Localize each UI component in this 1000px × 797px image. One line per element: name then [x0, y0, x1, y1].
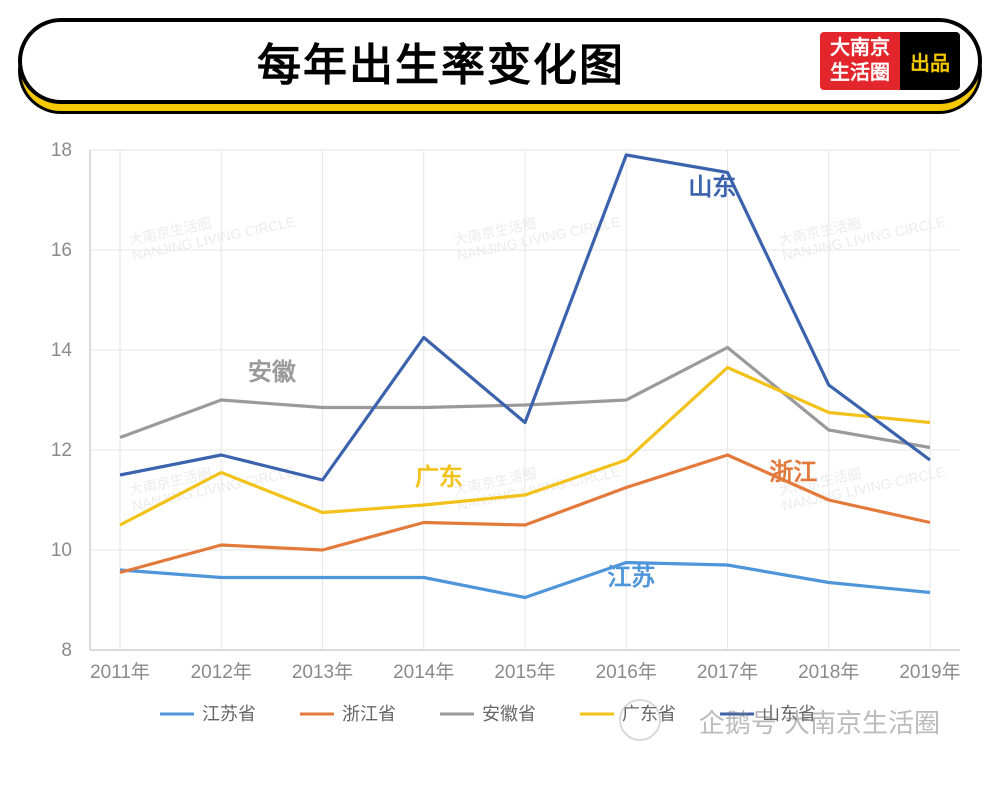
page-title: 每年出生率变化图 [62, 29, 820, 93]
x-tick-label: 2014年 [393, 661, 454, 683]
watermark-stamp: 大南京生活圈NANJING LIVING CIRCLE [127, 198, 296, 264]
series-label-guangdong: 广东 [415, 463, 463, 491]
legend-label: 江苏省 [202, 704, 256, 724]
x-tick-label: 2011年 [90, 661, 150, 683]
watermark-stamp: 大南京生活圈NANJING LIVING CIRCLE [777, 198, 946, 264]
badge-black: 出品 [900, 32, 960, 90]
series-label-zhejiang: 浙江 [769, 459, 817, 486]
watermark-stamp: 大南京生活圈NANJING LIVING CIRCLE [452, 448, 621, 514]
x-tick-label: 2017年 [697, 661, 758, 683]
series-label-shandong: 山东 [688, 173, 736, 201]
publisher-badge: 大南京 生活圈 出品 [820, 32, 960, 90]
y-tick-label: 10 [51, 540, 72, 561]
x-tick-label: 2019年 [899, 661, 960, 683]
header: 每年出生率变化图 大南京 生活圈 出品 [18, 18, 982, 104]
y-tick-label: 8 [61, 640, 72, 661]
x-tick-label: 2016年 [596, 661, 657, 683]
badge-red: 大南京 生活圈 [820, 32, 900, 90]
x-tick-label: 2012年 [191, 661, 252, 683]
badge-red-line1: 大南京 [830, 36, 890, 61]
x-tick-label: 2013年 [292, 661, 353, 683]
y-tick-label: 12 [51, 440, 72, 461]
y-tick-label: 16 [51, 240, 72, 261]
y-tick-label: 18 [51, 140, 72, 161]
header-bar: 每年出生率变化图 大南京 生活圈 出品 [18, 18, 982, 104]
badge-red-line2: 生活圈 [830, 61, 890, 86]
x-tick-label: 2015年 [494, 661, 555, 683]
series-label-anhui: 安徽 [248, 358, 297, 386]
y-tick-label: 14 [51, 340, 73, 361]
legend-label: 广东省 [622, 704, 676, 724]
birthrate-chart: 大南京生活圈NANJING LIVING CIRCLE 大南京生活圈NANJING… [0, 130, 1000, 750]
series-label-jiangsu: 江苏 [607, 564, 655, 591]
x-tick-label: 2018年 [798, 661, 859, 683]
footer-watermark: 企鹅号 大南京生活圈 [699, 708, 940, 738]
chart-svg: 大南京生活圈NANJING LIVING CIRCLE 大南京生活圈NANJING… [0, 130, 1000, 750]
legend-label: 安徽省 [482, 704, 536, 724]
legend-label: 浙江省 [342, 704, 396, 724]
